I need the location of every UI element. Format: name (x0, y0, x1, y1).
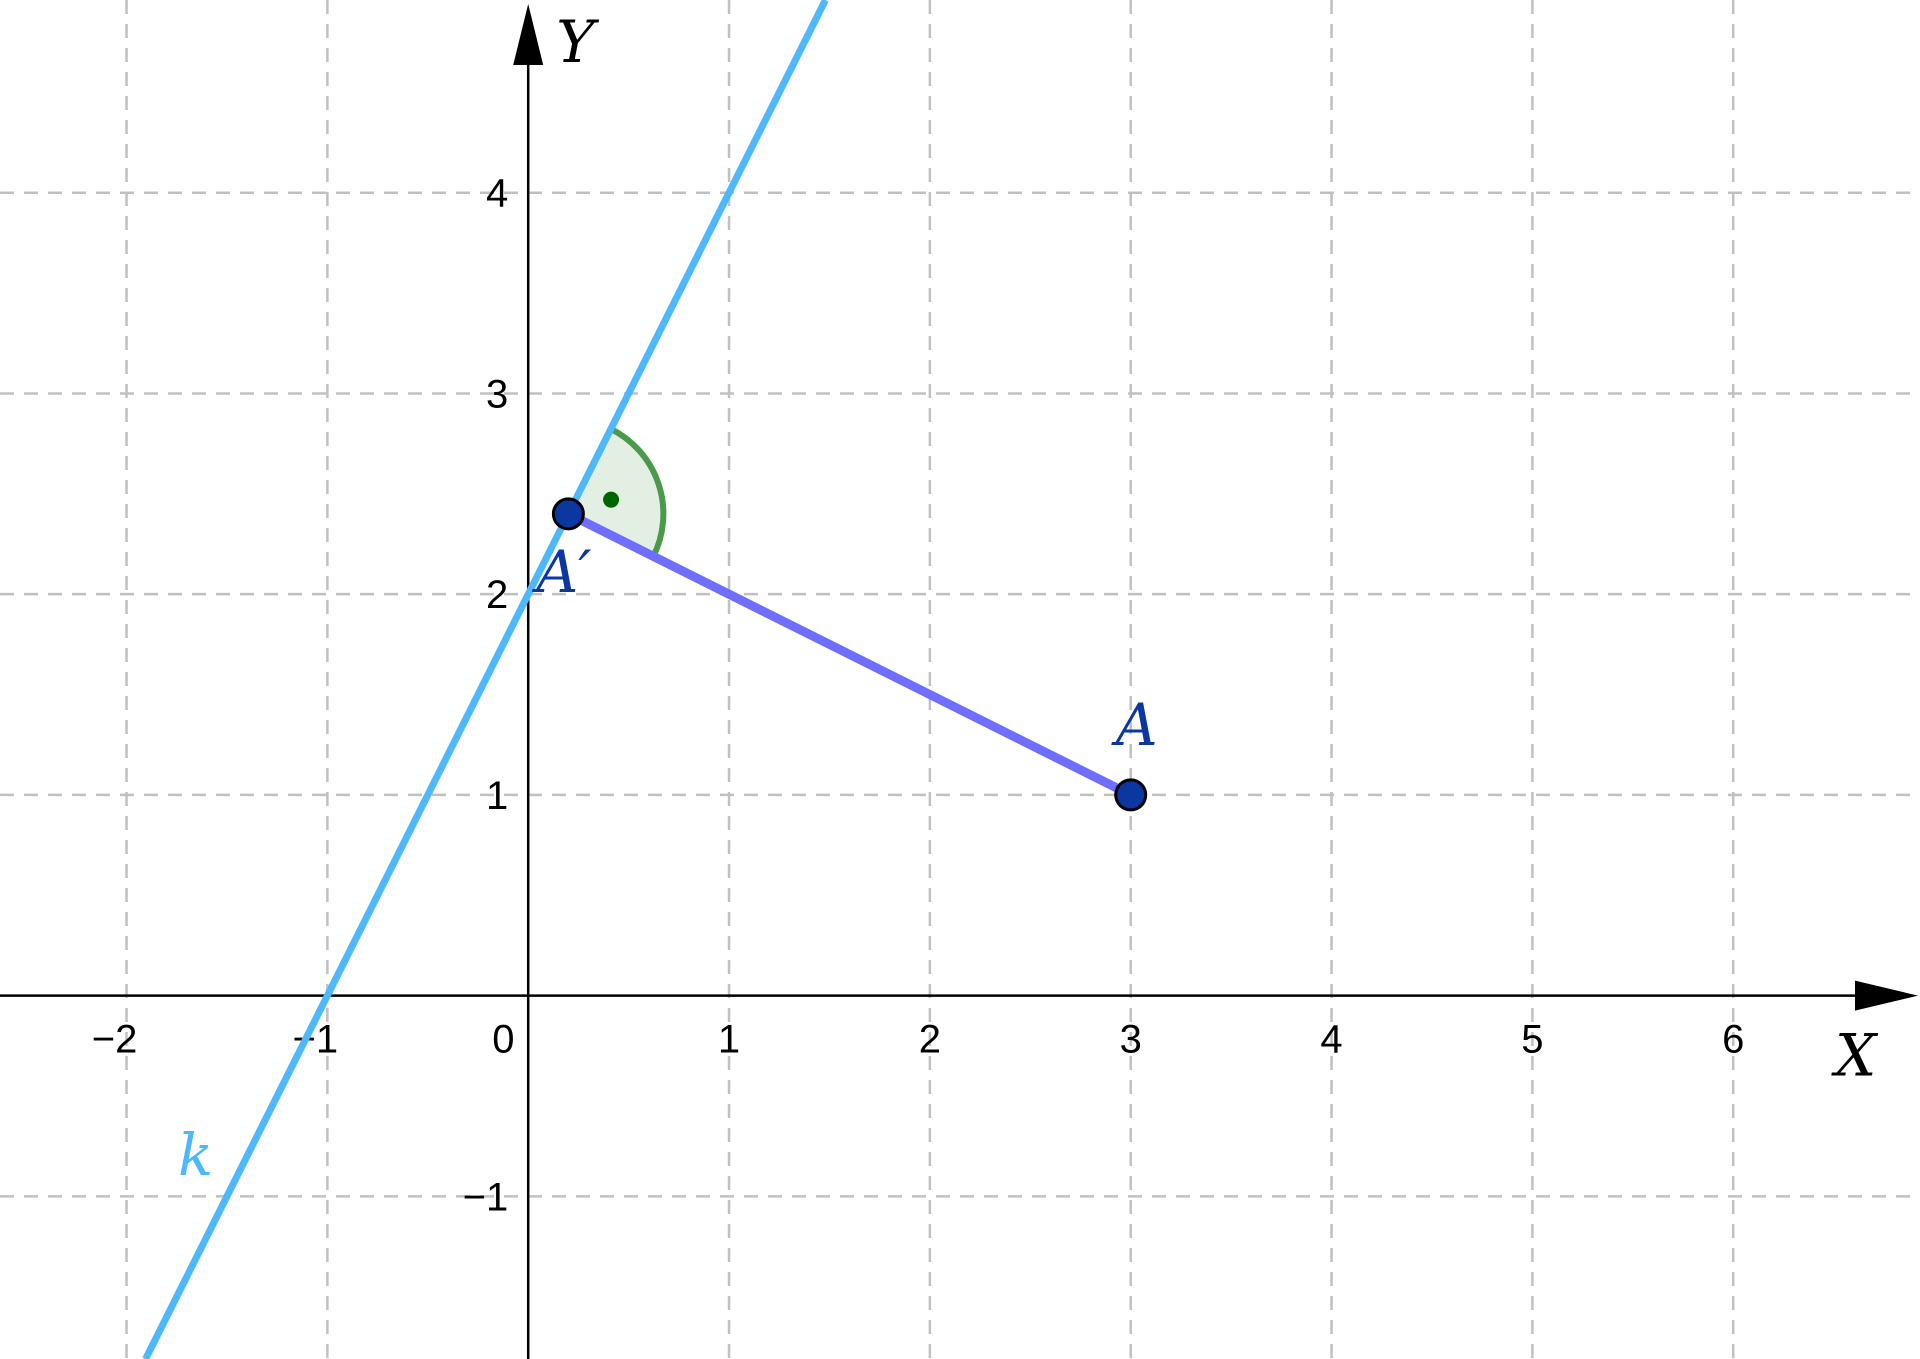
point-a-prime (551, 497, 585, 531)
y-tick-label: −1 (463, 1175, 509, 1219)
x-tick-label: 3 (1120, 1018, 1142, 1062)
axes (0, 4, 1918, 1359)
line-k (142, 0, 829, 1359)
x-tick-label: 1 (718, 1018, 740, 1062)
segment-a-a-prime (566, 509, 1133, 799)
right-angle-dot-icon (603, 491, 620, 508)
points: A A′ (531, 497, 1158, 812)
y-axis-arrow-icon (513, 4, 544, 65)
angle-arc (609, 426, 667, 558)
x-tick-label: 5 (1521, 1018, 1543, 1062)
x-axis-arrow-icon (1855, 980, 1918, 1011)
x-tick-label: 2 (919, 1018, 941, 1062)
line-k-label: k (178, 1121, 213, 1189)
point-label: A′ (531, 538, 591, 606)
x-tick-label: 4 (1320, 1018, 1342, 1062)
x-axis-label: X (1831, 1022, 1879, 1090)
y-tick-label: 2 (486, 573, 508, 617)
x-tick-label: 6 (1722, 1018, 1744, 1062)
y-tick-label: 1 (486, 774, 508, 818)
point-label: A (1111, 691, 1158, 759)
point-a (1114, 778, 1148, 812)
y-tick-label: 3 (486, 372, 508, 416)
y-axis-label: Y (556, 8, 599, 76)
y-tick-label: 4 (486, 172, 508, 216)
x-tick-label: −2 (92, 1018, 138, 1062)
origin-label: 0 (492, 1018, 514, 1062)
